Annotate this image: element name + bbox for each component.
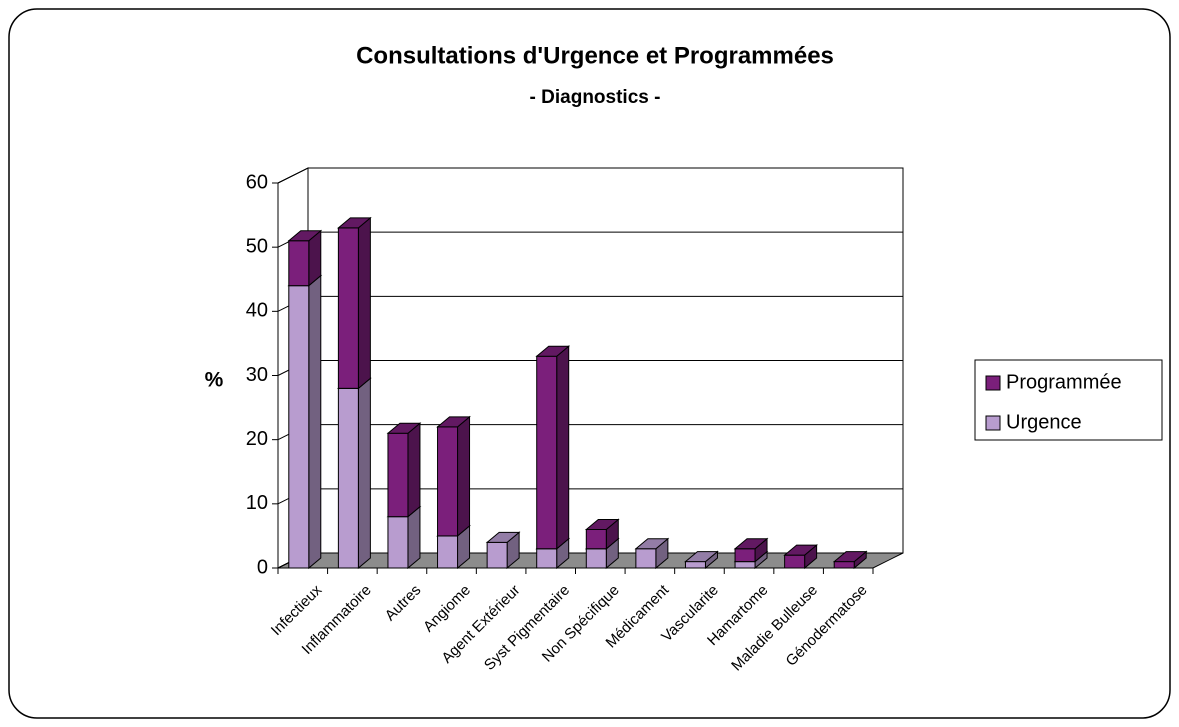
y-tick-label: 20 [246, 428, 268, 450]
bar-face [634, 538, 670, 550]
bar-segment [634, 537, 670, 570]
legend-label: Programmée [1006, 371, 1122, 393]
legend-swatch [985, 415, 1001, 431]
y-tick-label: 30 [246, 364, 268, 386]
legend-box [974, 359, 1163, 441]
bar-face [535, 345, 571, 357]
bar-face [684, 551, 719, 563]
y-tick-label: 0 [257, 556, 268, 578]
bar-face [734, 561, 756, 569]
y-tick-label: 10 [246, 492, 268, 514]
bar-face [783, 544, 819, 556]
bar-face [734, 548, 756, 563]
bar-face [288, 240, 310, 287]
bar-segment [287, 229, 323, 287]
bar-segment [336, 377, 372, 570]
bar-face [386, 422, 422, 434]
y-tick-label: 60 [246, 171, 268, 193]
bar-face [556, 345, 570, 550]
bar-face [437, 426, 459, 537]
bar-face [407, 505, 421, 570]
bar-segment [485, 531, 521, 570]
bar-face [784, 554, 806, 569]
bar-face [733, 538, 769, 550]
bar-face [584, 519, 620, 530]
bar-face [308, 274, 322, 570]
bar-segment [832, 550, 868, 570]
bar-face [536, 355, 558, 550]
bar-face [437, 535, 459, 569]
bar-face [387, 516, 409, 569]
bar-face [585, 548, 607, 569]
bar-face [485, 531, 521, 543]
bar-segment [733, 537, 769, 563]
bar-face [336, 217, 372, 229]
grid-line [277, 167, 903, 184]
bar-face [337, 387, 359, 569]
bar-face [387, 432, 409, 518]
bar-face [407, 422, 421, 518]
bar-segment [584, 518, 620, 550]
bar-segment [336, 216, 372, 390]
bar-segment [386, 422, 422, 518]
bar-face [457, 415, 471, 537]
bar-face [436, 416, 471, 428]
y-tick-label: 50 [246, 235, 268, 257]
bar-segment [535, 345, 571, 550]
bar-face [635, 548, 657, 569]
bar-segment [287, 274, 323, 570]
bar-face [337, 227, 359, 389]
bar-face [833, 561, 855, 569]
y-tick-label: 40 [246, 300, 268, 322]
bar-face [684, 561, 706, 569]
legend-label: Urgence [1006, 411, 1082, 433]
bar-segment [436, 415, 471, 537]
bar-face [287, 230, 323, 242]
bar-face [288, 285, 310, 569]
bar-face [357, 377, 371, 570]
chart-title: Consultations d'Urgence et Programmées [356, 42, 834, 69]
bar-face [536, 548, 558, 569]
bar-segment [783, 544, 819, 570]
bar-face [585, 529, 607, 550]
y-axis-label: % [205, 369, 224, 392]
bar-face [357, 216, 371, 390]
legend-swatch [985, 375, 1001, 391]
bar-face [832, 551, 868, 563]
chart-subtitle: - Diagnostics - [530, 87, 661, 108]
bar-segment [684, 550, 719, 570]
bar-face [486, 541, 508, 569]
